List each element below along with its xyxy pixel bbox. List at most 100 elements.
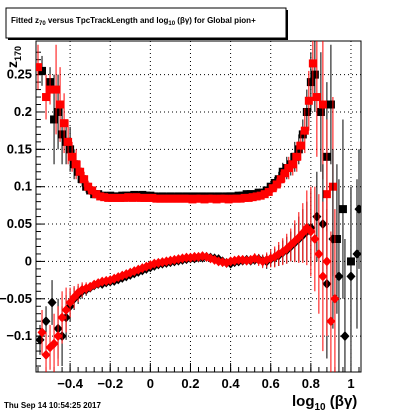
data-point-square [36, 63, 43, 72]
x-tick-label: 0.8 [302, 376, 320, 391]
data-point-square [96, 192, 105, 201]
data-point-diamond [310, 234, 320, 245]
data-point-square [326, 100, 335, 109]
data-point-square [100, 193, 109, 202]
y-tick-label: −0.1 [6, 328, 32, 343]
data-point-diamond [61, 304, 71, 315]
data-point-diamond [57, 312, 67, 323]
data-point-square [184, 194, 193, 203]
data-point-square [228, 194, 237, 203]
data-point-square [272, 180, 281, 189]
grid-lines [36, 41, 361, 372]
data-point-square [124, 193, 133, 202]
data-point-square [306, 78, 315, 87]
data-point-square [276, 175, 285, 184]
data-point-square [42, 93, 51, 102]
x-tick-label: −0.2 [97, 376, 123, 391]
data-point-diamond [36, 334, 45, 345]
data-point-square [284, 164, 293, 173]
data-point-diamond [41, 349, 51, 360]
data-point-square [68, 152, 77, 161]
data-point-diamond [334, 271, 344, 282]
data-point-square [136, 193, 145, 202]
data-point-square [52, 85, 61, 94]
y-tick-label: 0.05 [7, 216, 32, 231]
data-point-square [132, 193, 141, 202]
data-point-square [176, 194, 185, 203]
data-point-square [66, 145, 75, 154]
data-point-square [54, 107, 63, 116]
data-point-square [338, 205, 347, 214]
data-point-square [308, 59, 317, 68]
data-point-diamond [53, 331, 63, 342]
data-point-diamond [312, 211, 322, 222]
data-point-square [192, 194, 201, 203]
data-point-square [220, 194, 229, 203]
data-point-square [288, 160, 297, 169]
data-point-square [46, 85, 55, 94]
y-tick-label: −0.05 [0, 291, 32, 306]
tick-labels: −0.4 −0.2 0 0.2 0.4 0.6 0.8 1 −0.1 −0.05 0 0.05 0.1 0… [0, 67, 355, 391]
data-point-square [244, 193, 253, 202]
data-point-square [56, 100, 65, 109]
data-point-square [208, 194, 217, 203]
data-point-square [172, 194, 181, 203]
data-point-square [72, 160, 81, 169]
data-point-square [318, 100, 327, 109]
data-point-square [80, 175, 89, 184]
title-box-shadow-bottom [8, 38, 288, 40]
data-point-square [164, 194, 173, 203]
data-point-diamond [330, 293, 340, 304]
data-point-square [296, 141, 305, 150]
x-tick-label: 0 [147, 376, 154, 391]
data-point-square [64, 137, 73, 146]
x-tick-label: 0.2 [181, 376, 199, 391]
data-point-square [188, 195, 197, 204]
data-point-square [50, 115, 59, 124]
data-point-square [152, 194, 161, 203]
data-point-square [260, 190, 269, 199]
data-point-square [204, 194, 213, 203]
plot-frame [35, 40, 362, 373]
x-tick-label: −0.4 [57, 376, 83, 391]
data-point-square [304, 96, 313, 105]
y-tick-label: 0.2 [14, 104, 32, 119]
data-point-diamond [306, 226, 316, 237]
data-point-square [76, 167, 85, 176]
timestamp: Thu Sep 14 10:54:25 2017 [4, 401, 101, 410]
data-point-square [302, 107, 311, 116]
data-point-square [216, 194, 225, 203]
data-point-square [300, 126, 309, 135]
data-point-square [292, 152, 301, 161]
data-point-diamond [318, 271, 328, 282]
data-point-square [108, 193, 117, 202]
data-point-square [120, 193, 129, 202]
data-point-diamond [322, 256, 332, 267]
data-point-diamond [37, 327, 47, 338]
data-point-square [38, 66, 47, 75]
data-series [36, 41, 361, 372]
y-tick-label: 0.25 [7, 67, 32, 82]
data-point-square [92, 190, 101, 199]
data-point-square [84, 182, 93, 191]
data-point-square [264, 187, 273, 196]
data-point-square [316, 107, 325, 116]
y-tick-label: 0.15 [7, 141, 32, 156]
data-point-square [140, 193, 149, 202]
data-point-diamond [41, 316, 51, 327]
y-tick-label: 0.1 [14, 179, 32, 194]
data-point-square [236, 194, 245, 203]
data-point-square [116, 193, 125, 202]
data-point-diamond [314, 248, 324, 259]
data-point-diamond [340, 331, 350, 342]
x-axis-title: log10 (βγ) [292, 393, 357, 413]
data-point-diamond [354, 204, 361, 215]
data-point-diamond [346, 271, 356, 282]
series-1 [36, 41, 337, 277]
data-point-square [160, 194, 169, 203]
x-tick-label: 1 [347, 376, 354, 391]
data-point-square [180, 194, 189, 203]
data-point-square [240, 193, 249, 202]
data-point-square [156, 194, 165, 203]
